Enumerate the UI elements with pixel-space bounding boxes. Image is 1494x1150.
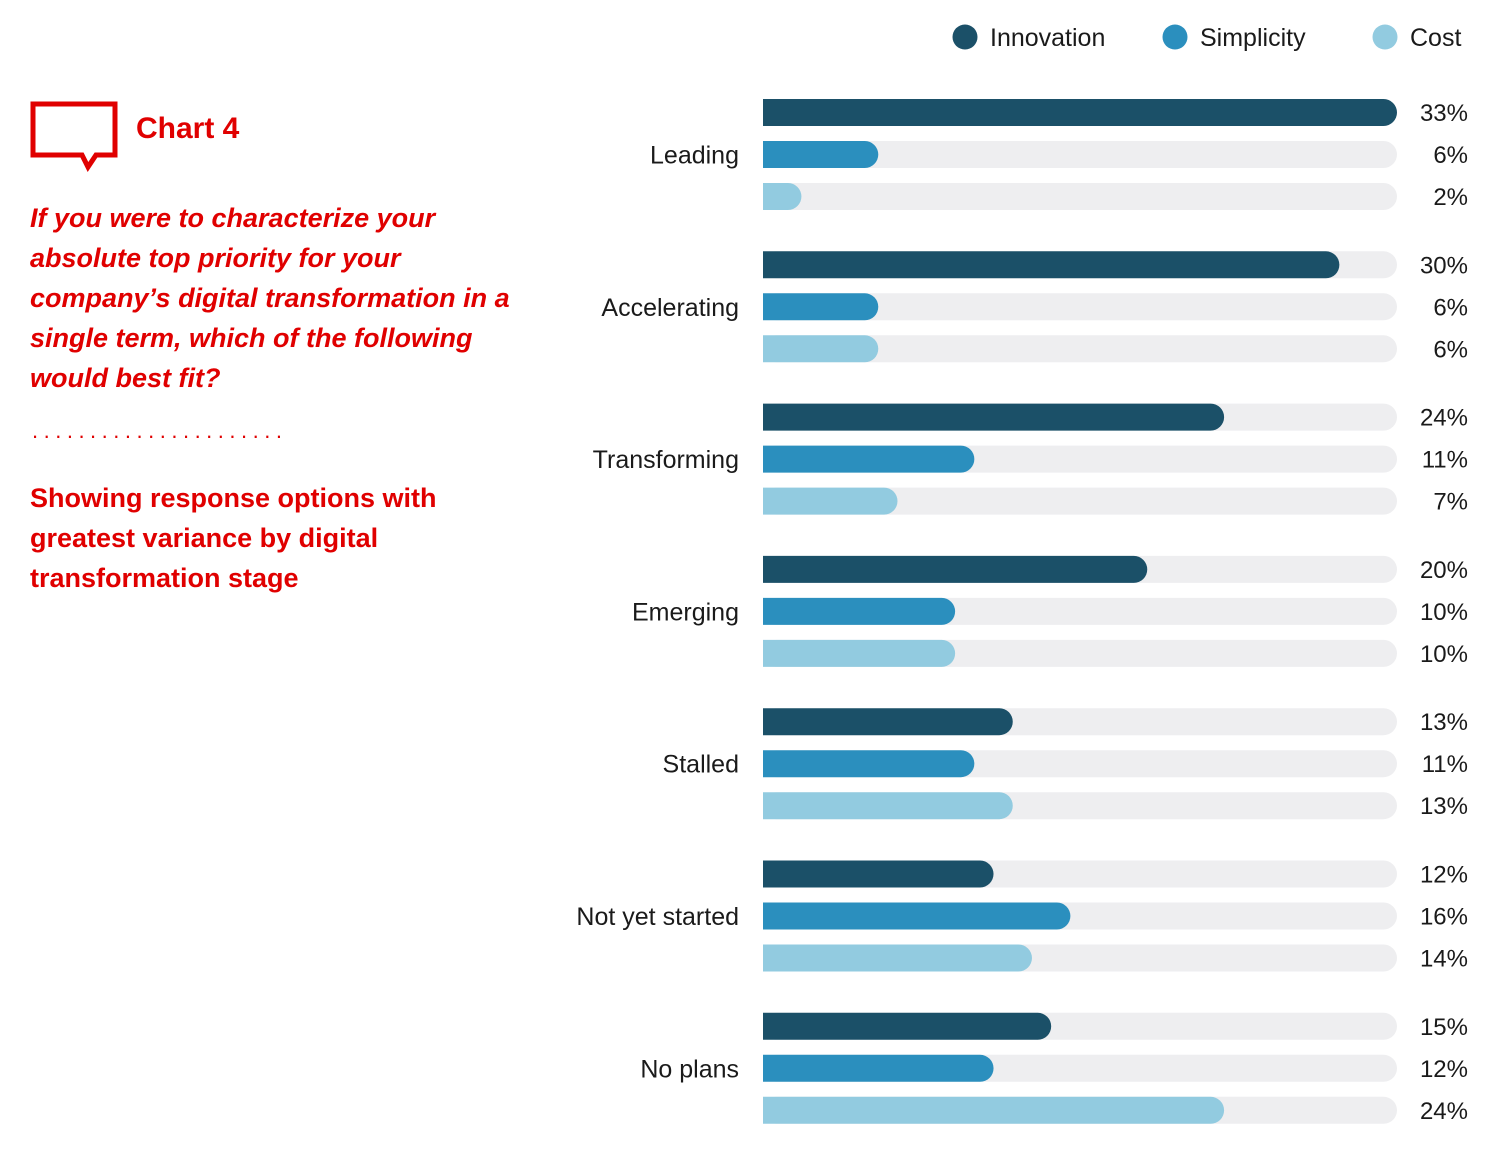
bar-cost <box>763 487 898 515</box>
value-label: 2% <box>1433 184 1468 211</box>
chart-number-label: Chart 4 <box>136 112 240 145</box>
bar-simplicity <box>763 293 879 321</box>
bar-cost <box>763 944 1032 972</box>
value-label: 33% <box>1420 100 1468 127</box>
bar-innovation <box>763 555 1148 583</box>
bar-innovation <box>763 403 1225 431</box>
value-label: 11% <box>1422 751 1468 778</box>
value-label: 20% <box>1420 557 1468 584</box>
value-label: 16% <box>1420 904 1468 931</box>
value-label: 6% <box>1433 336 1468 363</box>
legend-label-2: Cost <box>1410 24 1461 52</box>
legend-marker-0 <box>952 24 978 50</box>
category-label: No plans <box>640 1055 739 1083</box>
bar-track <box>763 183 1397 210</box>
bar-cost <box>763 1096 1225 1124</box>
survey-question: If you were to characterize your absolut… <box>30 203 510 393</box>
bar-track <box>763 293 1397 321</box>
value-label: 13% <box>1420 793 1468 820</box>
value-label: 12% <box>1420 862 1468 889</box>
value-label: 14% <box>1420 946 1468 973</box>
legend-label-0: Innovation <box>990 24 1105 52</box>
category-label: Emerging <box>632 598 739 626</box>
bar-simplicity <box>763 1054 994 1082</box>
value-label: 24% <box>1420 405 1468 432</box>
legend-marker-1 <box>1162 24 1188 50</box>
bar-track <box>763 335 1397 363</box>
value-label: 24% <box>1420 1098 1468 1125</box>
bar-simplicity <box>763 750 975 778</box>
bar-innovation <box>763 251 1340 279</box>
bar-innovation <box>763 99 1397 126</box>
value-label: 10% <box>1420 599 1468 626</box>
bar-cost <box>763 792 1013 820</box>
bar-simplicity <box>763 141 879 168</box>
bar-simplicity <box>763 902 1071 930</box>
value-label: 11% <box>1422 447 1468 474</box>
value-label: 13% <box>1420 709 1468 736</box>
legend-label-1: Simplicity <box>1200 24 1306 52</box>
bar-cost <box>763 639 956 667</box>
category-label: Not yet started <box>576 903 739 931</box>
value-label: 6% <box>1433 294 1468 321</box>
category-label: Leading <box>650 142 739 170</box>
value-label: 30% <box>1420 252 1468 279</box>
category-label: Stalled <box>663 751 739 779</box>
dotted-divider: ...................... <box>32 418 288 443</box>
bar-innovation <box>763 1012 1052 1040</box>
chart-subtitle: Showing response options with greatest v… <box>30 483 437 593</box>
bar-track <box>763 141 1397 168</box>
value-label: 15% <box>1420 1014 1468 1041</box>
category-label: Transforming <box>593 446 739 474</box>
value-label: 10% <box>1420 641 1468 668</box>
bar-innovation <box>763 860 994 888</box>
bar-simplicity <box>763 597 956 625</box>
bar-cost <box>763 183 802 210</box>
speech-bubble-icon <box>30 101 118 172</box>
legend-marker-2 <box>1372 24 1398 50</box>
category-label: Accelerating <box>601 294 739 322</box>
bar-track <box>763 487 1397 515</box>
value-label: 6% <box>1433 142 1468 169</box>
bar-innovation <box>763 708 1013 736</box>
value-label: 7% <box>1433 489 1468 516</box>
bar-simplicity <box>763 445 975 473</box>
value-label: 12% <box>1420 1056 1468 1083</box>
bar-cost <box>763 335 879 363</box>
